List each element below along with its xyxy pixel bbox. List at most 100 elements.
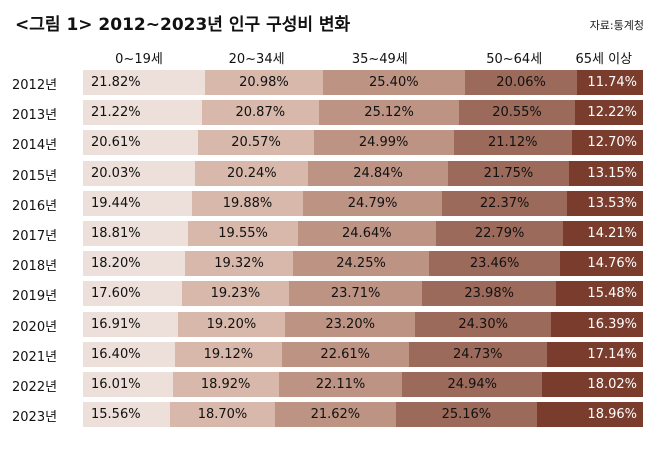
data-label: 16.01% [91, 377, 141, 392]
data-label: 14.21% [587, 226, 637, 241]
bar-segment [198, 130, 315, 156]
bar-segment [184, 251, 294, 277]
data-label: 19.55% [218, 226, 268, 241]
data-label: 21.62% [310, 407, 361, 423]
bar-segment [447, 160, 570, 186]
bar-segment [563, 221, 644, 246]
year-label: 2015년 [12, 168, 58, 184]
data-label: 15.56% [91, 407, 141, 423]
bar-segment [281, 341, 410, 367]
bar-segment [435, 221, 564, 246]
data-label: 16.91% [91, 316, 141, 332]
source-note: 자료:통계청 [589, 19, 644, 32]
data-label: 20.57% [231, 135, 281, 151]
bar-segment [556, 281, 644, 307]
bar-segment [83, 251, 186, 277]
bar-segment [83, 100, 203, 126]
year-label: 2021년 [12, 349, 58, 365]
bar-segment [278, 372, 403, 397]
data-label: 21.82% [91, 75, 141, 90]
bar-segment [536, 402, 644, 428]
data-label: 21.22% [91, 105, 141, 121]
data-label: 24.99% [358, 135, 409, 151]
bar-segment [83, 402, 171, 428]
bar-segment [453, 130, 573, 156]
bar-segment [395, 402, 538, 428]
series-header-3: 50~64세 [486, 52, 543, 67]
bar-segment [83, 281, 183, 307]
bar-segment [542, 372, 644, 397]
bar-segment [318, 100, 460, 126]
data-label: 14.76% [587, 256, 637, 272]
bar-segment [191, 190, 304, 216]
data-label: 24.64% [342, 226, 392, 241]
bar-segment [170, 402, 276, 428]
year-label: 2022년 [12, 380, 58, 395]
data-label: 23.20% [325, 316, 375, 332]
data-label: 18.96% [587, 407, 637, 423]
data-label: 19.23% [210, 286, 261, 302]
bar-segment [181, 281, 290, 307]
data-label: 25.12% [364, 105, 414, 121]
bar-segment [303, 190, 443, 216]
bar-segment [195, 160, 309, 186]
bar-segment [274, 402, 397, 428]
data-label: 24.30% [458, 316, 508, 332]
data-label: 12.70% [587, 135, 637, 151]
data-label: 24.94% [447, 377, 498, 392]
data-label: 19.12% [203, 346, 254, 362]
data-label: 24.73% [452, 346, 503, 362]
bar-segment [313, 130, 455, 156]
data-label: 20.24% [227, 165, 277, 181]
bar-segment [83, 190, 193, 216]
data-label: 15.48% [587, 286, 637, 302]
series-header-4: 65세 이상 [575, 52, 633, 67]
bar-segment [441, 190, 568, 216]
data-label: 19.88% [222, 195, 273, 211]
bar-segment [188, 221, 299, 246]
bar-segment [569, 160, 644, 186]
bar-segment [547, 341, 644, 367]
data-label: 20.98% [239, 75, 289, 90]
bar-segment [402, 372, 543, 397]
year-label: 2023년 [12, 410, 58, 426]
data-label: 19.44% [91, 195, 141, 211]
data-label: 16.39% [587, 316, 637, 332]
bar-segment [83, 221, 189, 246]
data-label: 25.16% [441, 407, 492, 423]
data-label: 18.20% [91, 256, 141, 272]
bar-segment [83, 311, 179, 337]
data-label: 22.79% [474, 226, 525, 241]
bar-segment [408, 341, 548, 367]
data-label: 19.32% [214, 256, 264, 272]
bar-segment [83, 160, 196, 186]
series-header-1: 20~34세 [228, 52, 285, 67]
data-label: 24.79% [347, 195, 398, 211]
bar-segment [551, 311, 644, 337]
bar-segment [560, 251, 644, 277]
data-label: 19.20% [206, 316, 257, 332]
bar-segment [174, 341, 283, 367]
year-label: 2012년 [12, 78, 58, 93]
bar-segment [571, 130, 644, 156]
data-label: 21.12% [487, 135, 538, 151]
year-label: 2014년 [12, 138, 58, 154]
data-label: 17.60% [91, 286, 141, 302]
data-label: 20.61% [91, 135, 141, 151]
data-label: 21.75% [483, 165, 534, 181]
bar-segment [428, 251, 561, 277]
bar-segment [285, 311, 416, 337]
year-label: 2020년 [12, 319, 58, 335]
series-header-2: 35~49세 [351, 52, 408, 67]
data-label: 13.53% [587, 195, 637, 211]
bar-segment [83, 341, 176, 367]
year-label: 2013년 [12, 108, 58, 124]
bar-segment [297, 221, 437, 246]
data-label: 23.46% [469, 256, 520, 272]
data-label: 22.11% [315, 377, 366, 392]
data-label: 12.22% [587, 105, 637, 121]
data-label: 11.74% [587, 75, 637, 90]
data-label: 23.71% [330, 286, 381, 302]
data-label: 22.37% [479, 195, 530, 211]
bar-segment [308, 160, 449, 186]
